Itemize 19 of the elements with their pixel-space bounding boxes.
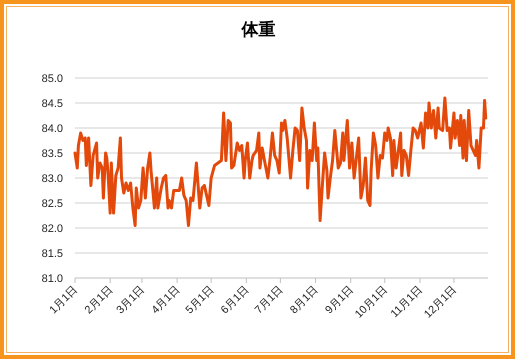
y-tick-label: 82.5 xyxy=(42,198,63,210)
x-tick-label: 4月1日 xyxy=(150,284,182,316)
y-tick-label: 83.5 xyxy=(42,148,63,160)
line-series xyxy=(74,96,488,227)
y-tick-label: 84.0 xyxy=(42,123,63,135)
y-tick-label: 81.0 xyxy=(42,273,63,285)
x-tick-label: 1月1日 xyxy=(47,284,80,316)
x-tick-label: 7月1日 xyxy=(252,284,286,316)
y-tick-label: 82.0 xyxy=(42,223,63,235)
x-tick-label: 3月1日 xyxy=(114,284,148,316)
x-tick-label: 2月1日 xyxy=(82,284,116,316)
x-tick-label: 6月1日 xyxy=(218,284,252,316)
x-tick-label: 5月1日 xyxy=(184,284,216,316)
y-tick-label: 83.0 xyxy=(42,173,63,185)
y-tick-label: 84.5 xyxy=(42,98,63,110)
y-tick-label: 85.0 xyxy=(42,73,63,85)
y-tick-label: 81.5 xyxy=(42,248,63,260)
x-tick-label: 8月1日 xyxy=(288,284,321,316)
chart-title: 体重 xyxy=(240,20,276,39)
